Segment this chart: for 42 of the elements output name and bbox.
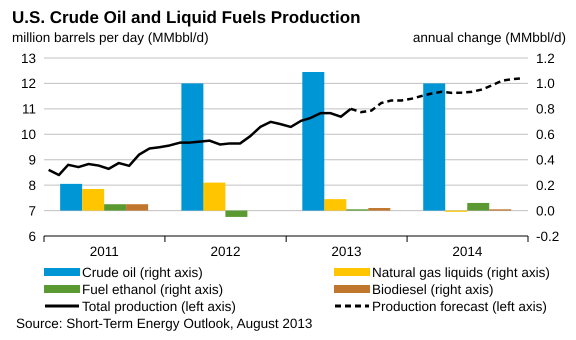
- y2-tick-label: 0.8: [536, 102, 555, 117]
- legend-label: Crude oil (right axis): [82, 264, 203, 280]
- y-tick-label: 11: [22, 102, 36, 117]
- y-tick-label: 7: [28, 203, 36, 218]
- legend-label: Total production (left axis): [82, 298, 236, 314]
- y-tick-label: 6: [28, 228, 36, 244]
- bar: [423, 83, 446, 211]
- legend-label: Production forecast (left axis): [372, 298, 547, 314]
- x-tick-label: 2014: [452, 244, 483, 259]
- source-note: Source: Short-Term Energy Outlook, August 2013: [16, 316, 312, 331]
- x-tick-label: 2012: [210, 244, 241, 259]
- y-tick-label: 13: [20, 50, 36, 66]
- y2-tick-label: 0.6: [536, 127, 555, 142]
- bar: [82, 188, 104, 211]
- x-tick-label: 2011: [90, 244, 119, 259]
- y-tick-label: 10: [20, 127, 36, 142]
- bar: [302, 72, 324, 211]
- bar: [324, 199, 346, 211]
- y-tick-label: 9: [28, 152, 36, 168]
- y2-tick-label: 1.0: [536, 76, 555, 92]
- y-axis-title: million barrels per day (MMbbl/d): [12, 30, 209, 45]
- y2-tick-label: 0.2: [536, 178, 555, 193]
- y2-tick-label: 0.4: [536, 152, 556, 168]
- bar: [104, 204, 126, 211]
- legend-label: Natural gas liquids (right axis): [372, 264, 550, 280]
- chart-title: U.S. Crude Oil and Liquid Fuels Production: [12, 8, 361, 28]
- y2-tick-label: 0.0: [536, 203, 555, 218]
- bar: [126, 204, 148, 211]
- bar: [467, 202, 490, 211]
- legend-label: Fuel ethanol (right axis): [82, 282, 224, 296]
- x-tick-label: 2013: [331, 244, 362, 259]
- y-tick-label: 8: [28, 178, 36, 193]
- bar: [225, 210, 248, 217]
- bar: [60, 184, 82, 211]
- legend-label: Biodiesel (right axis): [372, 282, 494, 296]
- bar: [368, 208, 390, 211]
- y2-tick-label: -0.2: [536, 228, 560, 244]
- y-tick-label: 12: [20, 76, 36, 92]
- y2-tick-label: 1.2: [536, 50, 555, 66]
- y2-axis-title: annual change (MMbbl/d): [412, 30, 566, 45]
- bar: [181, 83, 204, 211]
- bar: [203, 182, 226, 211]
